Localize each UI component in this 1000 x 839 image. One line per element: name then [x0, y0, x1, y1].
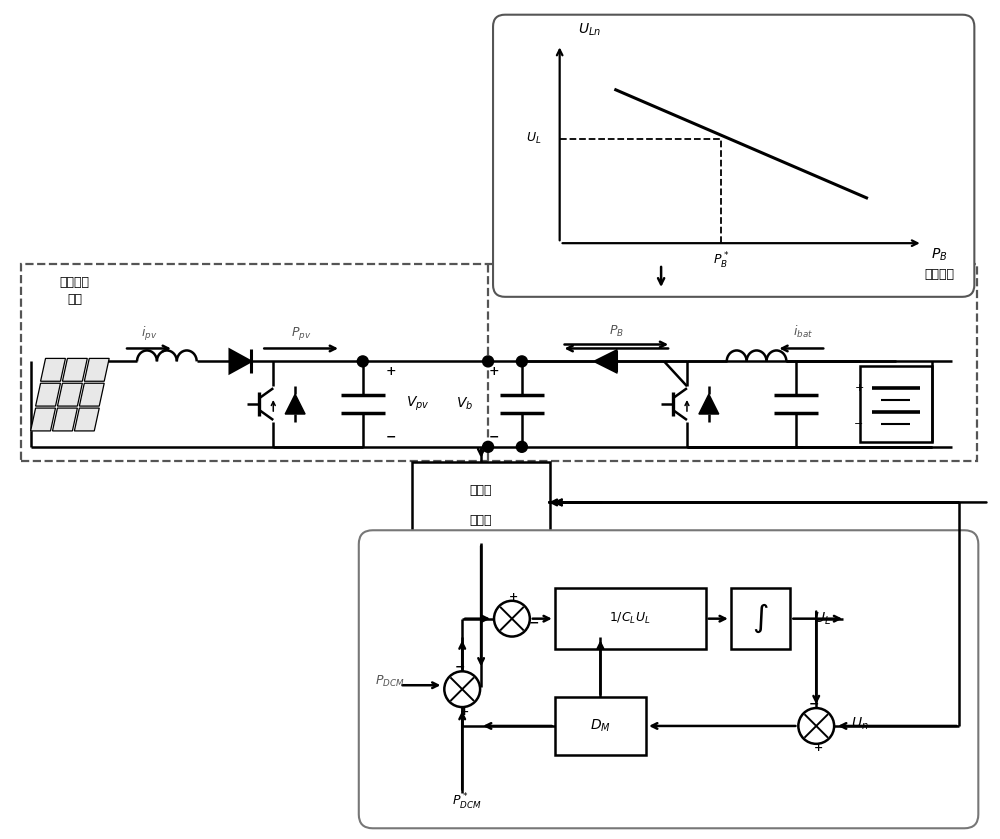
Text: $P_{pv}$: $P_{pv}$	[291, 325, 311, 342]
Text: +: +	[489, 365, 499, 378]
Text: 光伏发电: 光伏发电	[59, 276, 89, 289]
Bar	[731, 588, 790, 649]
Text: $U_L$: $U_L$	[526, 132, 542, 147]
Text: $P_B$: $P_B$	[931, 246, 947, 263]
Text: 流母线: 流母线	[470, 513, 492, 527]
Text: $1/C_LU_L$: $1/C_LU_L$	[609, 611, 651, 626]
Text: +: +	[509, 591, 519, 602]
Text: −: −	[854, 419, 864, 429]
Polygon shape	[62, 358, 87, 381]
Text: −: −	[385, 430, 396, 443]
Polygon shape	[36, 383, 60, 406]
Circle shape	[798, 708, 834, 744]
Text: $i_{bat}$: $i_{bat}$	[793, 324, 813, 340]
Polygon shape	[41, 358, 65, 381]
Circle shape	[516, 441, 527, 452]
Circle shape	[516, 356, 527, 367]
Text: $U_L$: $U_L$	[814, 611, 831, 627]
Polygon shape	[31, 408, 55, 431]
Text: $V_{pv}$: $V_{pv}$	[406, 395, 429, 414]
Circle shape	[357, 356, 368, 367]
FancyBboxPatch shape	[493, 15, 974, 297]
Polygon shape	[53, 408, 77, 431]
Text: $V_b$: $V_b$	[456, 396, 473, 412]
Text: −: −	[529, 616, 539, 629]
Text: $P_B^*$: $P_B^*$	[713, 251, 729, 271]
Bar	[412, 461, 550, 543]
Text: 单元: 单元	[67, 294, 82, 306]
Text: $D_M$: $D_M$	[590, 717, 611, 734]
Text: 低压直: 低压直	[470, 484, 492, 497]
Bar	[860, 367, 932, 442]
Text: 储能单元: 储能单元	[925, 268, 955, 281]
Polygon shape	[285, 394, 305, 414]
Text: $i_{pv}$: $i_{pv}$	[141, 325, 157, 342]
Bar	[555, 588, 706, 649]
Polygon shape	[74, 408, 99, 431]
FancyBboxPatch shape	[359, 530, 978, 828]
Bar	[555, 697, 646, 755]
Circle shape	[483, 441, 494, 452]
Polygon shape	[57, 383, 82, 406]
Text: $\int$: $\int$	[752, 602, 769, 635]
Bar	[21, 264, 977, 461]
Text: −: −	[489, 430, 499, 443]
Text: $P^*_{DCM}$: $P^*_{DCM}$	[452, 792, 482, 812]
Circle shape	[444, 671, 480, 707]
Text: $P_{DCM}$: $P_{DCM}$	[375, 674, 405, 689]
Text: +: +	[814, 743, 823, 753]
Text: $U_n$: $U_n$	[851, 716, 869, 732]
Text: −: −	[809, 697, 819, 711]
Circle shape	[483, 356, 494, 367]
Text: −: −	[455, 661, 465, 674]
Polygon shape	[699, 394, 719, 414]
Text: +: +	[460, 706, 469, 717]
Text: +: +	[854, 383, 864, 393]
Text: $U_{Ln}$: $U_{Ln}$	[578, 21, 601, 38]
Text: $P_B$: $P_B$	[609, 324, 624, 339]
Polygon shape	[594, 351, 616, 373]
Polygon shape	[84, 358, 109, 381]
Text: +: +	[385, 365, 396, 378]
Polygon shape	[79, 383, 104, 406]
Circle shape	[494, 601, 530, 637]
Polygon shape	[230, 349, 251, 373]
